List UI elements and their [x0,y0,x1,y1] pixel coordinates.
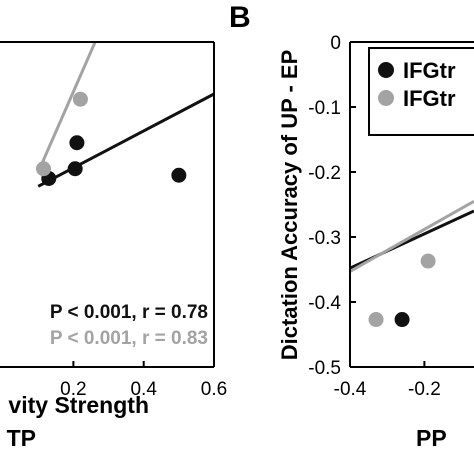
x-tick-label-b-1: -0.2 [408,379,441,400]
x-axis-label-a-line2: TP [7,425,36,451]
data-point-1-1 [420,253,436,269]
y-tick-label-b-0: 0 [330,33,341,54]
data-point-1-1 [72,91,88,107]
x-tick-label-a-1: 0.4 [130,379,157,400]
x-axis-label-a-line1: vity Strength [8,392,149,418]
x-tick-label-a-2: 0.6 [201,379,227,400]
legend-b: IFGtr IFGtr [368,47,474,136]
x-tick-label-a-0: 0.2 [60,379,86,400]
plot-area-b [350,199,474,328]
fit-line-1 [350,199,474,273]
y-axis-label-b: Dictation Accuracy of UP - EP [277,50,302,361]
y-tick-label-b-2: -0.2 [308,163,341,184]
data-point-1-0 [368,312,384,328]
y-tick-label-b-4: -0.4 [308,293,341,314]
panel-a: 0.2 0.4 0.6 P < 0.001, r = 0.78 P < 0.001, r… [0,41,227,451]
x-tick-label-b-0: -0.4 [334,379,367,400]
plot-area-a [36,42,214,188]
annotation-a-1: P < 0.001, r = 0.83 [50,328,208,349]
legend-marker-b-1 [378,90,394,106]
fit-line-0 [37,92,214,188]
data-point-0-3 [171,167,187,183]
y-tick-label-b-3: -0.3 [308,228,341,249]
y-tick-label-b-1: -0.1 [308,98,341,119]
panel-b: 0-0.1-0.2-0.3-0.4-0.5-0.4 -0.2BDictation … [229,1,474,451]
fit-line-1 [36,42,97,173]
legend-label-b-1: IFGtr [403,86,456,111]
y-tick-label-b-5: -0.5 [308,358,341,379]
panel-label-b: B [229,1,251,34]
data-point-0-1 [67,161,83,177]
x-axis-label-b: PP [416,425,447,451]
data-point-0-2 [69,135,85,151]
data-point-1-0 [36,161,52,177]
legend-label-b-0: IFGtr [403,58,456,83]
annotation-a-0: P < 0.001, r = 0.78 [50,302,208,323]
legend-marker-b-0 [378,62,394,78]
data-point-0-0 [394,312,410,328]
